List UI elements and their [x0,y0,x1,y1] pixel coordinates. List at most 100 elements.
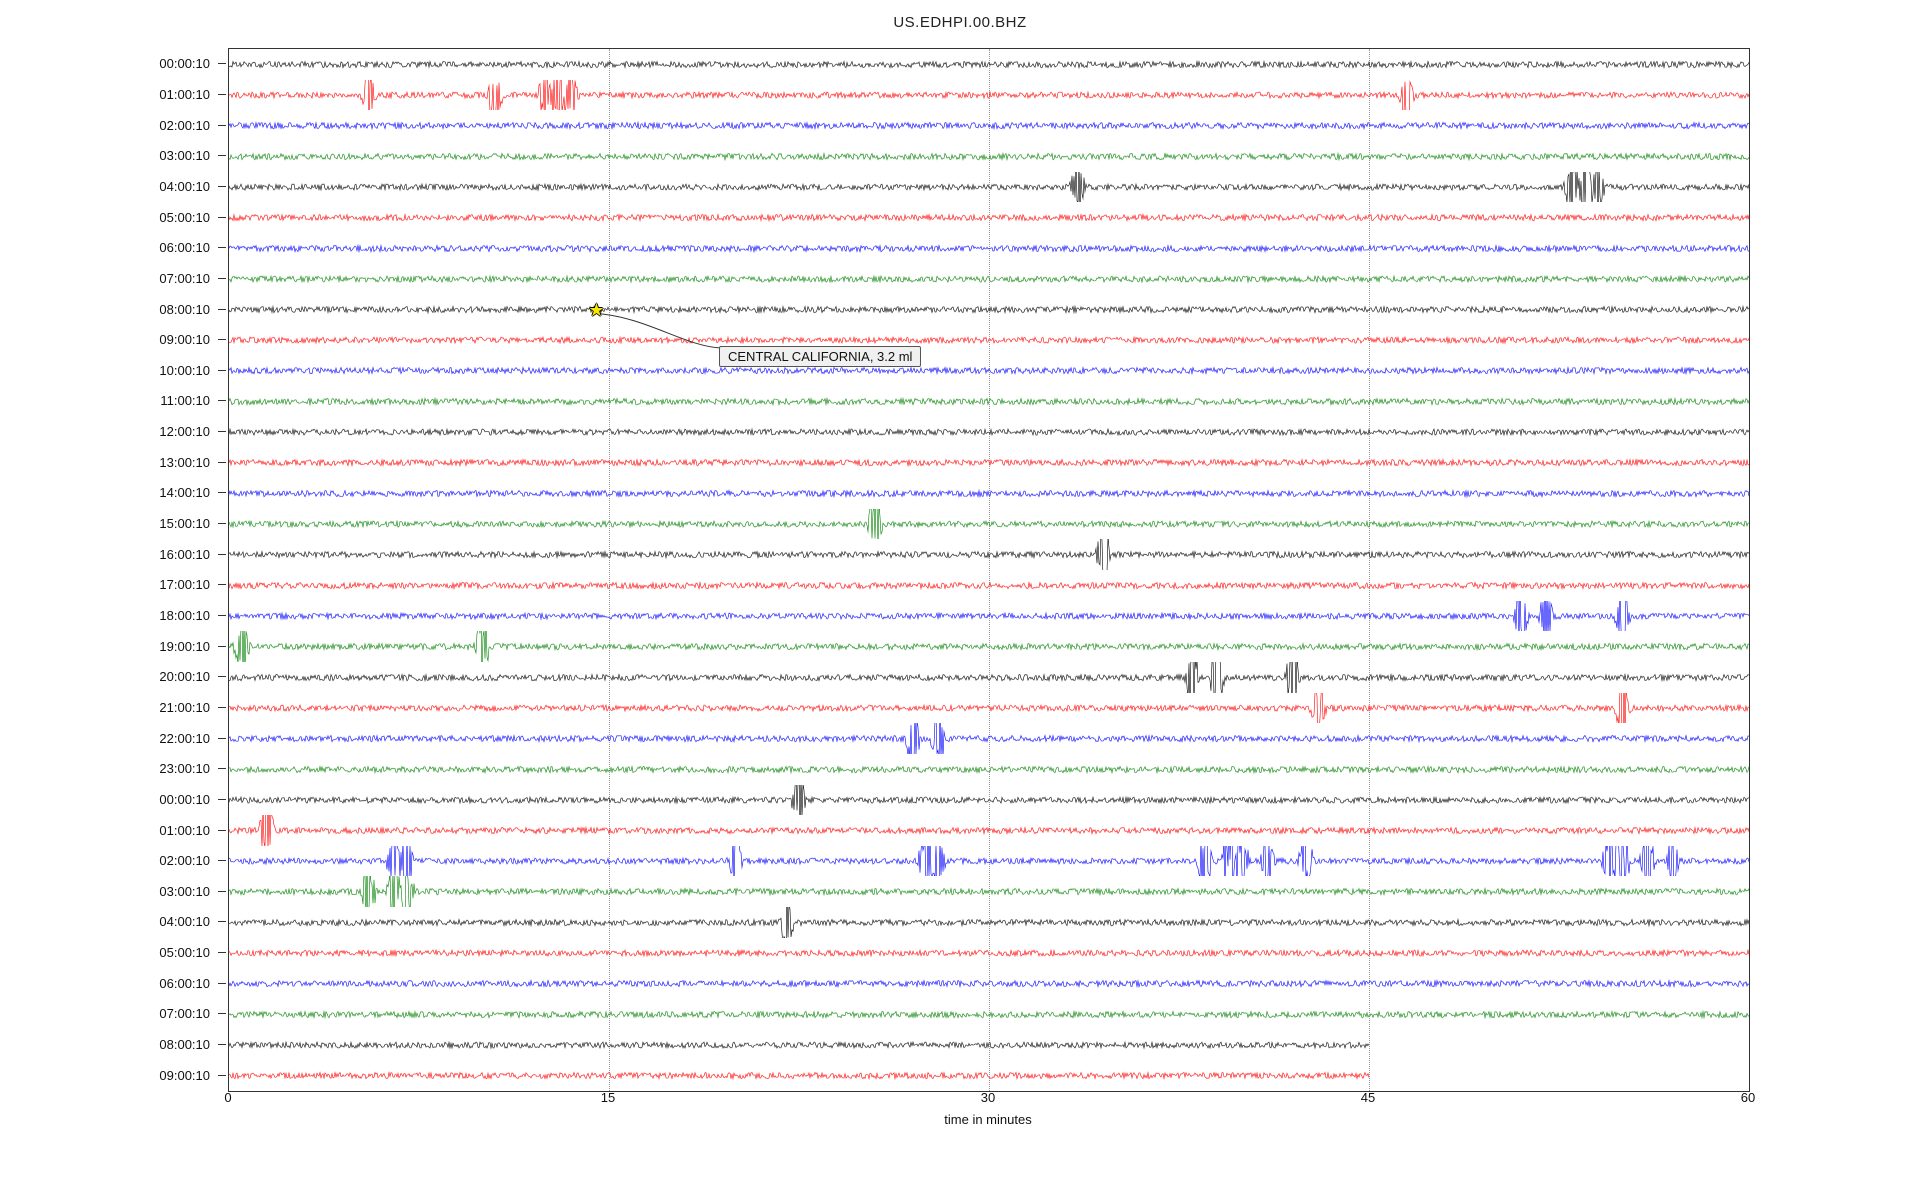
row-tick-27 [218,891,226,892]
row-tick-17 [218,584,226,585]
row-time-label-5: 05:00:10 [0,210,210,225]
trace-row-2 [229,110,1749,136]
row-time-label-27: 03:00:10 [0,884,210,899]
xaxis-tick-15: 15 [601,1090,615,1105]
xaxis-tick-0: 0 [224,1090,231,1105]
trace-row-27 [229,876,1749,902]
row-time-label-12: 12:00:10 [0,424,210,439]
row-time-label-28: 04:00:10 [0,914,210,929]
row-tick-13 [218,462,226,463]
row-tick-33 [218,1075,226,1076]
row-time-label-17: 17:00:10 [0,577,210,592]
trace-row-32 [229,1030,1749,1056]
row-time-label-11: 11:00:10 [0,393,210,408]
trace-row-15 [229,509,1749,535]
trace-row-25 [229,815,1749,841]
trace-row-16 [229,539,1749,565]
row-tick-10 [218,370,226,371]
row-tick-8 [218,309,226,310]
trace-row-23 [229,754,1749,780]
trace-row-29 [229,938,1749,964]
trace-row-28 [229,907,1749,933]
trace-row-9 [229,325,1749,351]
row-time-label-32: 08:00:10 [0,1037,210,1052]
row-time-label-15: 15:00:10 [0,516,210,531]
row-time-label-2: 02:00:10 [0,118,210,133]
row-tick-25 [218,830,226,831]
row-tick-23 [218,768,226,769]
row-tick-2 [218,125,226,126]
row-tick-9 [218,339,226,340]
trace-row-12 [229,417,1749,443]
trace-row-26 [229,846,1749,872]
trace-row-1 [229,80,1749,106]
trace-row-24 [229,785,1749,811]
trace-row-33 [229,1060,1749,1086]
row-tick-32 [218,1044,226,1045]
row-tick-14 [218,492,226,493]
xaxis-tick-45: 45 [1361,1090,1375,1105]
row-time-label-6: 06:00:10 [0,240,210,255]
earthquake-annotation-box[interactable]: CENTRAL CALIFORNIA, 3.2 ml [719,346,921,367]
xaxis-tick-30: 30 [981,1090,995,1105]
row-tick-26 [218,860,226,861]
row-tick-4 [218,186,226,187]
trace-row-10 [229,355,1749,381]
row-time-label-21: 21:00:10 [0,700,210,715]
row-tick-11 [218,400,226,401]
row-time-label-23: 23:00:10 [0,761,210,776]
row-time-label-20: 20:00:10 [0,669,210,684]
row-time-label-19: 19:00:10 [0,639,210,654]
row-tick-21 [218,707,226,708]
xaxis-title: time in minutes [228,1112,1748,1127]
trace-row-20 [229,662,1749,688]
trace-row-13 [229,447,1749,473]
trace-row-8 [229,294,1749,320]
trace-row-30 [229,968,1749,994]
row-time-label-22: 22:00:10 [0,731,210,746]
row-tick-28 [218,921,226,922]
row-time-label-0: 00:00:10 [0,56,210,71]
trace-row-5 [229,202,1749,228]
row-time-label-4: 04:00:10 [0,179,210,194]
row-time-label-9: 09:00:10 [0,332,210,347]
row-time-label-29: 05:00:10 [0,945,210,960]
trace-row-7 [229,264,1749,290]
row-tick-0 [218,63,226,64]
row-time-label-24: 00:00:10 [0,792,210,807]
row-tick-19 [218,646,226,647]
row-tick-31 [218,1013,226,1014]
row-tick-29 [218,952,226,953]
trace-row-17 [229,570,1749,596]
trace-row-6 [229,233,1749,259]
seismograph-root: US.EDHPI.00.BHZ ★ CENTRAL CALIFORNIA, 3.… [0,0,1920,1200]
trace-row-4 [229,172,1749,198]
row-tick-6 [218,247,226,248]
trace-row-31 [229,999,1749,1025]
row-tick-1 [218,94,226,95]
row-tick-24 [218,799,226,800]
trace-row-14 [229,478,1749,504]
trace-row-11 [229,386,1749,412]
row-tick-3 [218,155,226,156]
row-tick-7 [218,278,226,279]
trace-row-18 [229,601,1749,627]
row-time-label-14: 14:00:10 [0,485,210,500]
row-time-label-30: 06:00:10 [0,976,210,991]
row-time-label-3: 03:00:10 [0,148,210,163]
trace-row-21 [229,693,1749,719]
trace-row-22 [229,723,1749,749]
row-time-label-25: 01:00:10 [0,823,210,838]
row-tick-12 [218,431,226,432]
row-tick-30 [218,983,226,984]
row-tick-20 [218,676,226,677]
trace-row-0 [229,49,1749,75]
earthquake-star-marker[interactable]: ★ [588,302,604,318]
row-time-label-26: 02:00:10 [0,853,210,868]
row-time-label-33: 09:00:10 [0,1068,210,1083]
chart-title: US.EDHPI.00.BHZ [0,14,1920,31]
row-tick-22 [218,738,226,739]
row-tick-15 [218,523,226,524]
row-time-label-8: 08:00:10 [0,302,210,317]
row-tick-18 [218,615,226,616]
